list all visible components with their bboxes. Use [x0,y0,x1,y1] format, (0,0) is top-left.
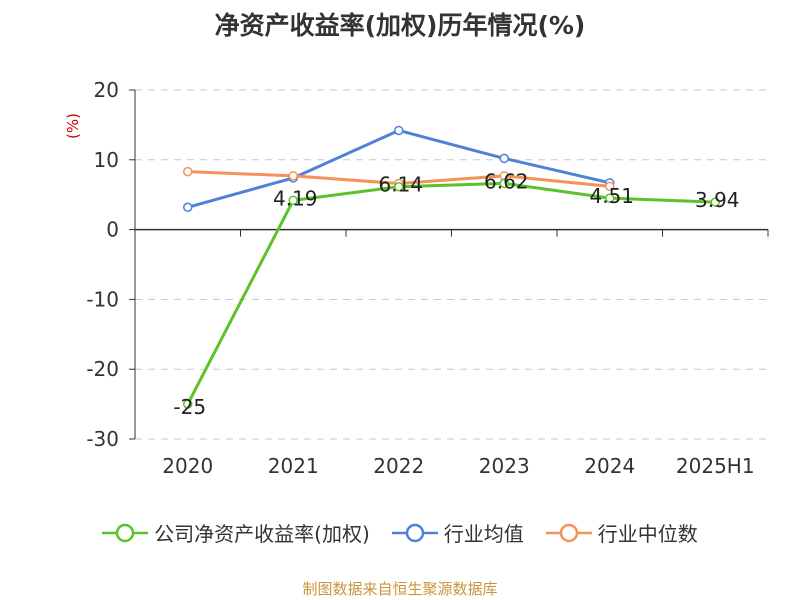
series-layer [183,125,720,409]
x-tick-label: 2021 [268,454,319,478]
x-tick-label: 2022 [373,454,424,478]
y-axis-label: (%) [64,113,82,139]
legend-label-industry-average: 行业均值 [443,522,524,546]
x-tick-label: 2023 [479,454,530,478]
data-point[interactable] [288,171,298,181]
y-tick-label: -10 [86,287,119,311]
x-tick-label: 2024 [584,454,635,478]
data-point[interactable] [183,166,193,177]
legend-label-industry-median: 行业中位数 [597,522,698,546]
data-point[interactable] [499,153,509,164]
legend-item-company-roe[interactable]: 公司净资产收益率(加权) [102,518,370,547]
data-point[interactable] [605,181,615,192]
data-point[interactable] [183,202,193,213]
series-0 [183,178,720,409]
data-label: 3.94 [695,188,740,212]
data-point[interactable] [710,197,720,207]
data-point[interactable] [288,195,298,206]
data-point[interactable] [605,193,615,203]
data-label: 6.62 [484,169,529,193]
x-tick-label: 2025H1 [676,454,755,478]
legend-item-industry-average[interactable]: 行业均值 [391,518,524,547]
y-tick-label: 10 [94,148,119,172]
x-tick-label: 2020 [162,454,213,478]
legend-marker-industry-average [391,523,438,542]
legend-item-industry-median[interactable]: 行业中位数 [545,518,698,547]
data-point[interactable] [183,399,193,409]
axis-layer: 20 10 0 -10 -20 -30 2020 2021 2022 2023 2024 2025H1 [86,78,769,478]
y-tick-label: -20 [86,357,119,381]
source-note: 制图数据来自恒生聚源数据库 [302,580,498,598]
data-point[interactable] [394,125,404,136]
y-tick-label: -30 [86,427,119,451]
legend-marker-industry-median [545,523,592,542]
series-line [186,181,716,405]
series-1 [183,125,615,213]
y-tick-label: 0 [106,218,119,242]
chart-title: 净资产收益率(加权)历年情况(%) [214,11,586,40]
legend-marker-company-roe [102,523,149,542]
y-tick-label: 20 [94,78,119,102]
data-label: -25 [173,395,206,419]
data-label: 6.14 [378,173,423,197]
grid-layer [135,89,768,440]
legend: 公司净资产收益率(加权) 行业均值 行业中位数 [0,518,800,547]
data-point[interactable] [394,181,404,192]
legend-label-company-roe: 公司净资产收益率(加权) [154,522,370,546]
data-label: 4.19 [273,186,318,210]
data-label-layer: -25 4.19 6.14 6.62 4.51 3.94 [173,169,739,419]
data-label: 4.51 [589,184,634,208]
data-point[interactable] [499,178,509,189]
